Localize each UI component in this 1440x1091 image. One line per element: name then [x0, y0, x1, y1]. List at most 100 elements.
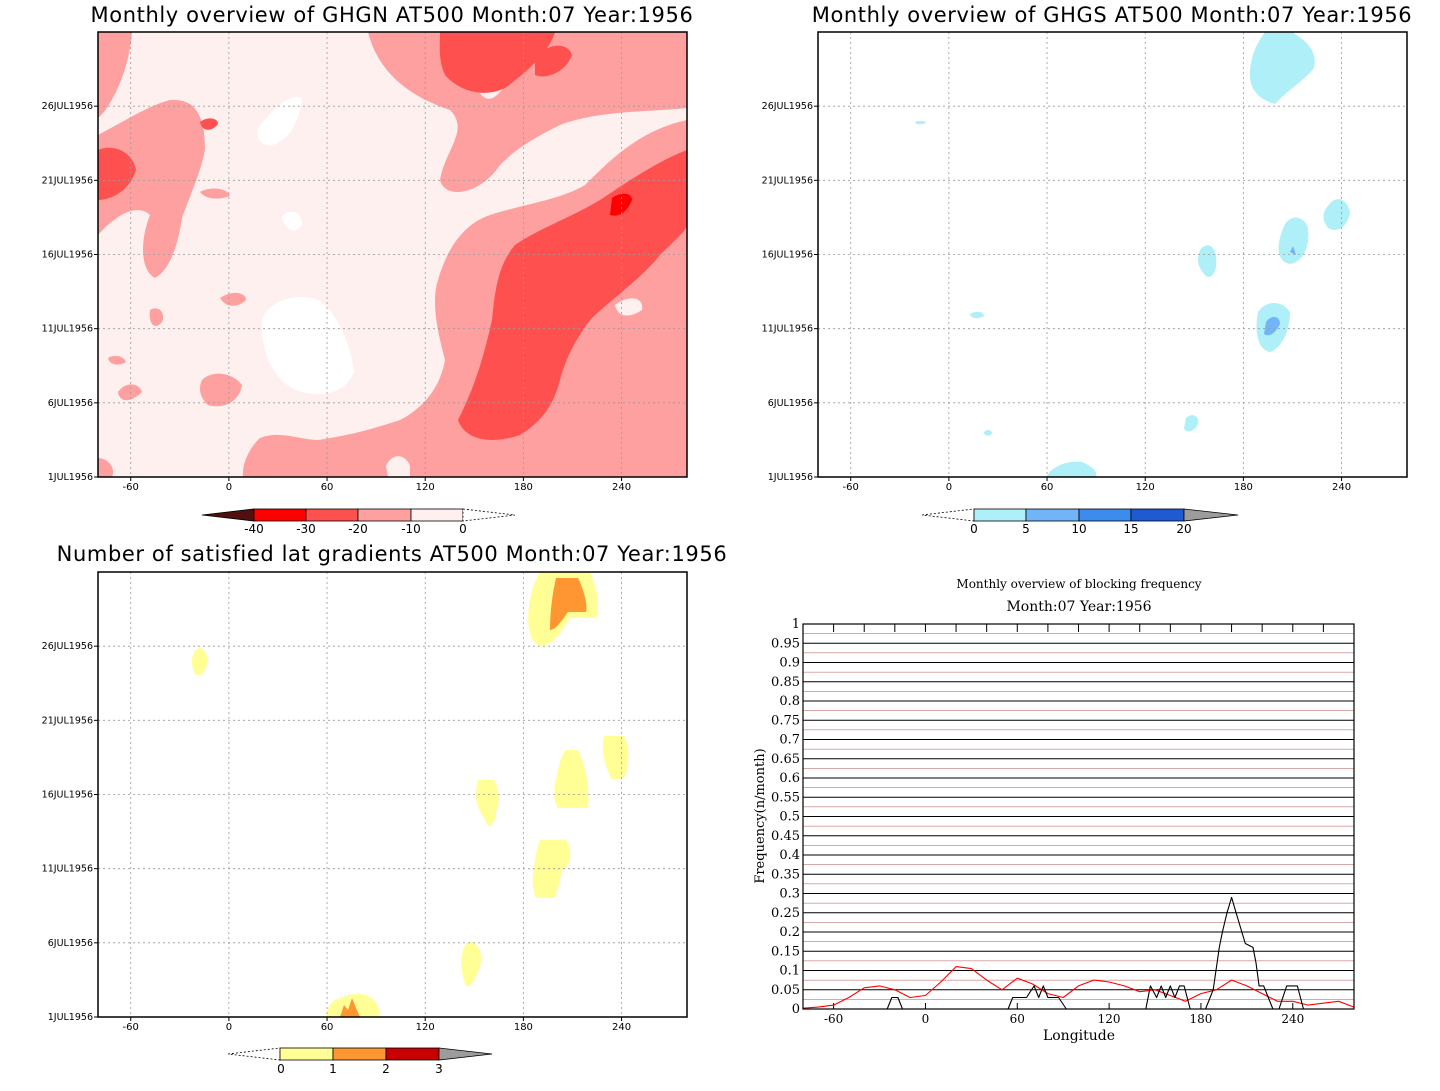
blocking-ytick-label: 0 — [792, 1002, 800, 1017]
ghgs-axes: -60 0 60 120 180 240 1JUL1956 6JUL1956 11JUL1956… — [762, 101, 1351, 493]
ghgn-level-neg10 — [108, 355, 126, 365]
ghgn-xtick-label: 120 — [416, 482, 435, 493]
ghgs-colorbar-swatch — [973, 508, 1027, 522]
ghgs-level-0 — [1278, 217, 1309, 264]
ghgs-xtick-label: 120 — [1136, 482, 1155, 493]
blocking-title: Monthly overview of blocking frequency — [956, 577, 1201, 591]
ghgs-ytick-label: 26JUL1956 — [762, 101, 813, 112]
ghgn-axes: -60 0 60 120 180 240 1JUL1956 6JUL1956 11JUL1956… — [42, 101, 631, 493]
ghgn-colorbar-swatch — [410, 508, 464, 522]
ghgs-level-0 — [1184, 415, 1199, 432]
latgrad-axes: -60 0 60 120 180 240 1JUL1956 6JUL1956 11JUL1956… — [42, 641, 631, 1033]
panel-blocking-frequency: Monthly overview of blocking frequency M… — [753, 577, 1355, 1044]
ghgn-zero-patch — [261, 297, 354, 395]
ghgs-level-0 — [1198, 245, 1217, 277]
blocking-series-monthly-line — [802, 966, 1355, 1009]
latgrad-ytick-label: 26JUL1956 — [42, 641, 93, 652]
latgrad-title: Number of satisfied lat gradients AT500 … — [57, 542, 728, 566]
ghgn-grid — [98, 32, 687, 477]
ghgs-field — [818, 32, 1407, 477]
blocking-ytick-label: 0.45 — [771, 829, 800, 844]
ghgn-colorbar-label: -40 — [244, 522, 264, 536]
latgrad-ytick-label: 1JUL1956 — [48, 1012, 93, 1023]
ghgn-level-neg10 — [149, 308, 164, 326]
panel-ghgs: Monthly overview of GHGS AT500 Month:07 … — [762, 3, 1412, 536]
blocking-ylabel: Frequency(n/month) — [753, 748, 768, 883]
panel-lat-gradients: Number of satisfied lat gradients AT500 … — [42, 542, 728, 1076]
latgrad-level-0 — [461, 942, 482, 987]
ghgn-ytick-label: 6JUL1956 — [48, 398, 93, 409]
ghgn-xtick-label: 60 — [321, 482, 334, 493]
ghgn-level-neg10 — [98, 32, 132, 118]
ghgn-colorbar: -40 -30 -20 -10 0 — [201, 508, 516, 536]
ghgn-colorbar-swatch — [305, 508, 359, 522]
blocking-ytick-label: 0.35 — [771, 867, 800, 882]
blocking-ytick-label: 0.1 — [779, 964, 800, 979]
blocking-xtick-label: 0 — [922, 1012, 930, 1026]
blocking-xtick-label: 60 — [1010, 1012, 1025, 1026]
ghgs-ytick-label: 21JUL1956 — [762, 175, 813, 186]
ghgs-level-5 — [1264, 316, 1280, 336]
blocking-series-daily-line — [803, 896, 1354, 1010]
ghgn-level-neg10 — [200, 373, 242, 407]
latgrad-grid — [98, 572, 687, 1017]
ghgn-level-neg10 — [118, 384, 142, 401]
ghgn-colorbar-label: -20 — [348, 522, 368, 536]
latgrad-colorbar-swatch — [279, 1047, 334, 1061]
ghgn-xtick-label: -60 — [123, 482, 139, 493]
panel-ghgn: Monthly overview of GHGN AT500 Month:07 … — [42, 3, 694, 536]
ghgn-title: Monthly overview of GHGN AT500 Month:07 … — [91, 3, 694, 27]
ghgs-colorbar-swatch — [1078, 508, 1132, 522]
ghgs-xtick-label: -60 — [843, 482, 859, 493]
blocking-xtick-label: 180 — [1189, 1012, 1212, 1026]
ghgn-hole — [386, 456, 410, 477]
latgrad-xtick-label: -60 — [123, 1022, 139, 1033]
blocking-ytick-label: 0.5 — [779, 810, 800, 825]
latgrad-colorbar-label: 0 — [277, 1062, 285, 1076]
ghgs-xtick-label: 240 — [1332, 482, 1351, 493]
blocking-ytick-label: 0.65 — [771, 752, 800, 767]
ghgs-level-0 — [970, 311, 984, 319]
blocking-plot: 0 0.05 0.1 0.15 0.2 0.25 0.3 0.35 0.4 0.45 0.5 0.55… — [771, 617, 1355, 1026]
latgrad-colorbar-swatch — [385, 1047, 440, 1061]
ghgs-level-0 — [984, 429, 992, 436]
latgrad-colorbar-label: 3 — [435, 1062, 443, 1076]
ghgs-colorbar-swatch — [1130, 508, 1185, 522]
ghgs-ytick-label: 11JUL1956 — [762, 324, 813, 335]
blocking-ytick-label: 0.8 — [779, 694, 800, 709]
latgrad-level-0 — [602, 736, 629, 780]
ghgn-colorbar-arrow-high — [462, 508, 516, 522]
ghgs-colorbar-arrow-low — [921, 508, 975, 522]
ghgn-ytick-label: 21JUL1956 — [42, 175, 93, 186]
ghgn-zero-patch — [282, 211, 302, 231]
blocking-ytick-label: 0.75 — [771, 713, 800, 728]
blocking-ytick-label: 0.3 — [779, 887, 800, 902]
ghgs-xtick-label: 0 — [946, 482, 952, 493]
ghgs-colorbar-label: 10 — [1071, 522, 1086, 536]
ghgn-level-neg10 — [98, 458, 114, 477]
latgrad-level-1 — [340, 998, 360, 1017]
ghgs-level-0 — [915, 120, 926, 125]
latgrad-colorbar-label: 1 — [329, 1062, 337, 1076]
ghgn-level-neg20 — [535, 45, 572, 77]
latgrad-field — [98, 572, 687, 1017]
ghgn-colorbar-arrow-low — [201, 508, 255, 522]
ghgn-field — [98, 32, 688, 477]
latgrad-colorbar-swatch — [332, 1047, 387, 1061]
ghgn-level-neg30 — [610, 193, 632, 216]
ghgs-ytick-label: 6JUL1956 — [768, 398, 813, 409]
latgrad-xtick-label: 60 — [321, 1022, 334, 1033]
ghgs-level-0 — [1323, 199, 1350, 231]
ghgs-level-0 — [1249, 32, 1315, 104]
ghgn-level-neg20 — [439, 32, 555, 93]
blocking-ytick-label: 0.7 — [779, 733, 800, 748]
blocking-ytick-label: 0.55 — [771, 790, 800, 805]
ghgn-ytick-label: 26JUL1956 — [42, 101, 93, 112]
ghgn-level-neg20 — [200, 118, 218, 130]
latgrad-colorbar-arrow-low — [227, 1047, 281, 1061]
ghgn-colorbar-label: -10 — [401, 522, 421, 536]
latgrad-level-0 — [532, 840, 571, 898]
ghgn-level-neg10 — [98, 99, 205, 279]
blocking-plot-frame — [802, 623, 1355, 1010]
